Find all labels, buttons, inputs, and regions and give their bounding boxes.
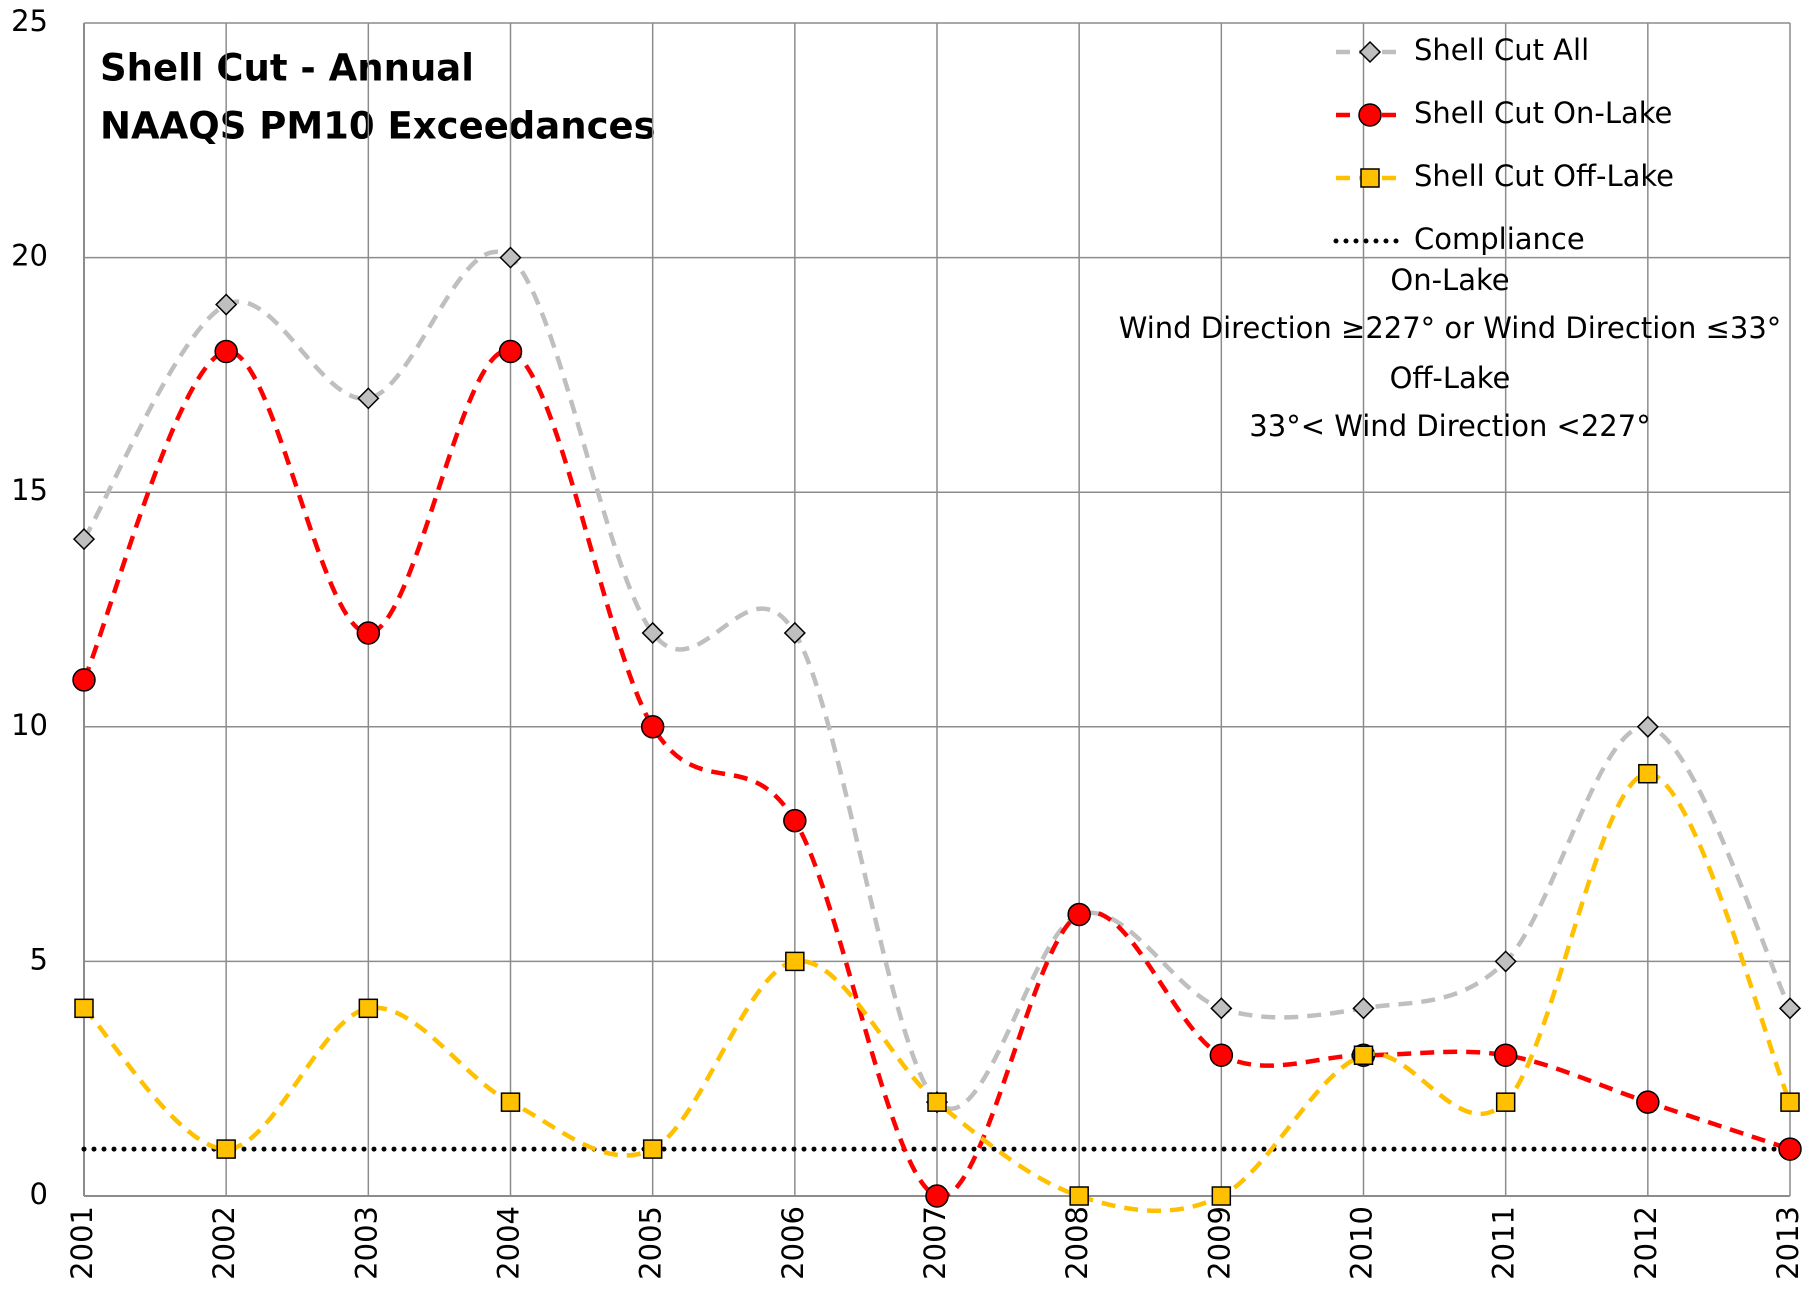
annotation: Off-Lake (1390, 361, 1511, 395)
marker (1358, 40, 1382, 64)
marker (1353, 1045, 1374, 1065)
marker (216, 1139, 236, 1159)
annotation: 33°< Wind Direction <227° (1249, 409, 1650, 443)
x-tick-label: 2010 (1345, 1206, 1379, 1280)
marker (1358, 103, 1382, 127)
marker (1352, 997, 1375, 1020)
x-tick-label: 2013 (1771, 1206, 1805, 1280)
y-tick-label: 20 (11, 239, 48, 273)
x-tick-label: 2006 (776, 1206, 810, 1280)
marker (927, 1092, 947, 1112)
x-tick-label: 2008 (1060, 1206, 1094, 1280)
legend-label: Shell Cut On-Lake (1414, 96, 1672, 130)
marker (785, 951, 805, 972)
chart-title: Shell Cut - Annual (100, 47, 474, 90)
y-tick-label: 5 (30, 942, 48, 976)
marker (1209, 1043, 1234, 1067)
legend-label: Shell Cut All (1414, 33, 1589, 67)
annotation: Wind Direction ≥227° or Wind Direction ≤… (1119, 311, 1782, 345)
marker (74, 998, 94, 1019)
marker (357, 387, 380, 410)
x-tick-label: 2001 (65, 1206, 99, 1280)
marker (214, 339, 238, 364)
marker (1638, 763, 1658, 784)
x-tick-label: 2004 (492, 1206, 526, 1280)
marker (1360, 168, 1380, 188)
marker (1780, 1092, 1800, 1112)
marker (72, 528, 96, 551)
grid (83, 22, 1791, 1197)
marker (925, 1184, 949, 1208)
y-tick-label: 15 (11, 473, 48, 507)
marker (1636, 1090, 1660, 1114)
marker (215, 293, 238, 316)
marker (1778, 1137, 1802, 1161)
x-tick-label: 2003 (349, 1206, 383, 1280)
x-tick-label: 2011 (1487, 1206, 1521, 1280)
legend-label: Compliance (1414, 222, 1585, 256)
legend: Shell Cut All Shell Cut On-Lake Shell Cut … (1333, 33, 1674, 256)
marker (1493, 1043, 1518, 1067)
x-tick-label: 2007 (918, 1206, 952, 1280)
marker (1636, 715, 1659, 738)
marker (640, 715, 665, 739)
markers (72, 339, 1802, 1208)
marker (783, 808, 807, 833)
y-tick-label: 25 (11, 4, 48, 38)
x-tick-label: 2009 (1202, 1206, 1236, 1280)
marker (1211, 1186, 1232, 1206)
markers (74, 763, 1800, 1206)
marker (1495, 1092, 1516, 1112)
x-tick-label: 2012 (1629, 1206, 1663, 1280)
series-line (81, 349, 1791, 1199)
marker (1778, 997, 1802, 1020)
marker (356, 621, 381, 645)
marker (1494, 950, 1517, 973)
chart-title: NAAQS PM10 Exceedances (100, 105, 656, 148)
marker (500, 1092, 521, 1112)
marker (783, 621, 806, 645)
x-tick-label: 2002 (207, 1206, 241, 1280)
marker (358, 998, 379, 1019)
annotation: On-Lake (1390, 263, 1509, 297)
marker (499, 246, 522, 269)
x-tick-label: 2005 (634, 1206, 668, 1280)
marker (72, 668, 96, 692)
marker (642, 1139, 663, 1159)
marker (498, 339, 523, 364)
marker (641, 621, 664, 645)
y-tick-label: 0 (30, 1177, 48, 1211)
legend-label: Shell Cut Off-Lake (1414, 159, 1674, 193)
marker (1069, 1186, 1089, 1206)
marker (1067, 902, 1091, 927)
marker (1210, 997, 1233, 1020)
y-tick-label: 10 (11, 708, 48, 742)
